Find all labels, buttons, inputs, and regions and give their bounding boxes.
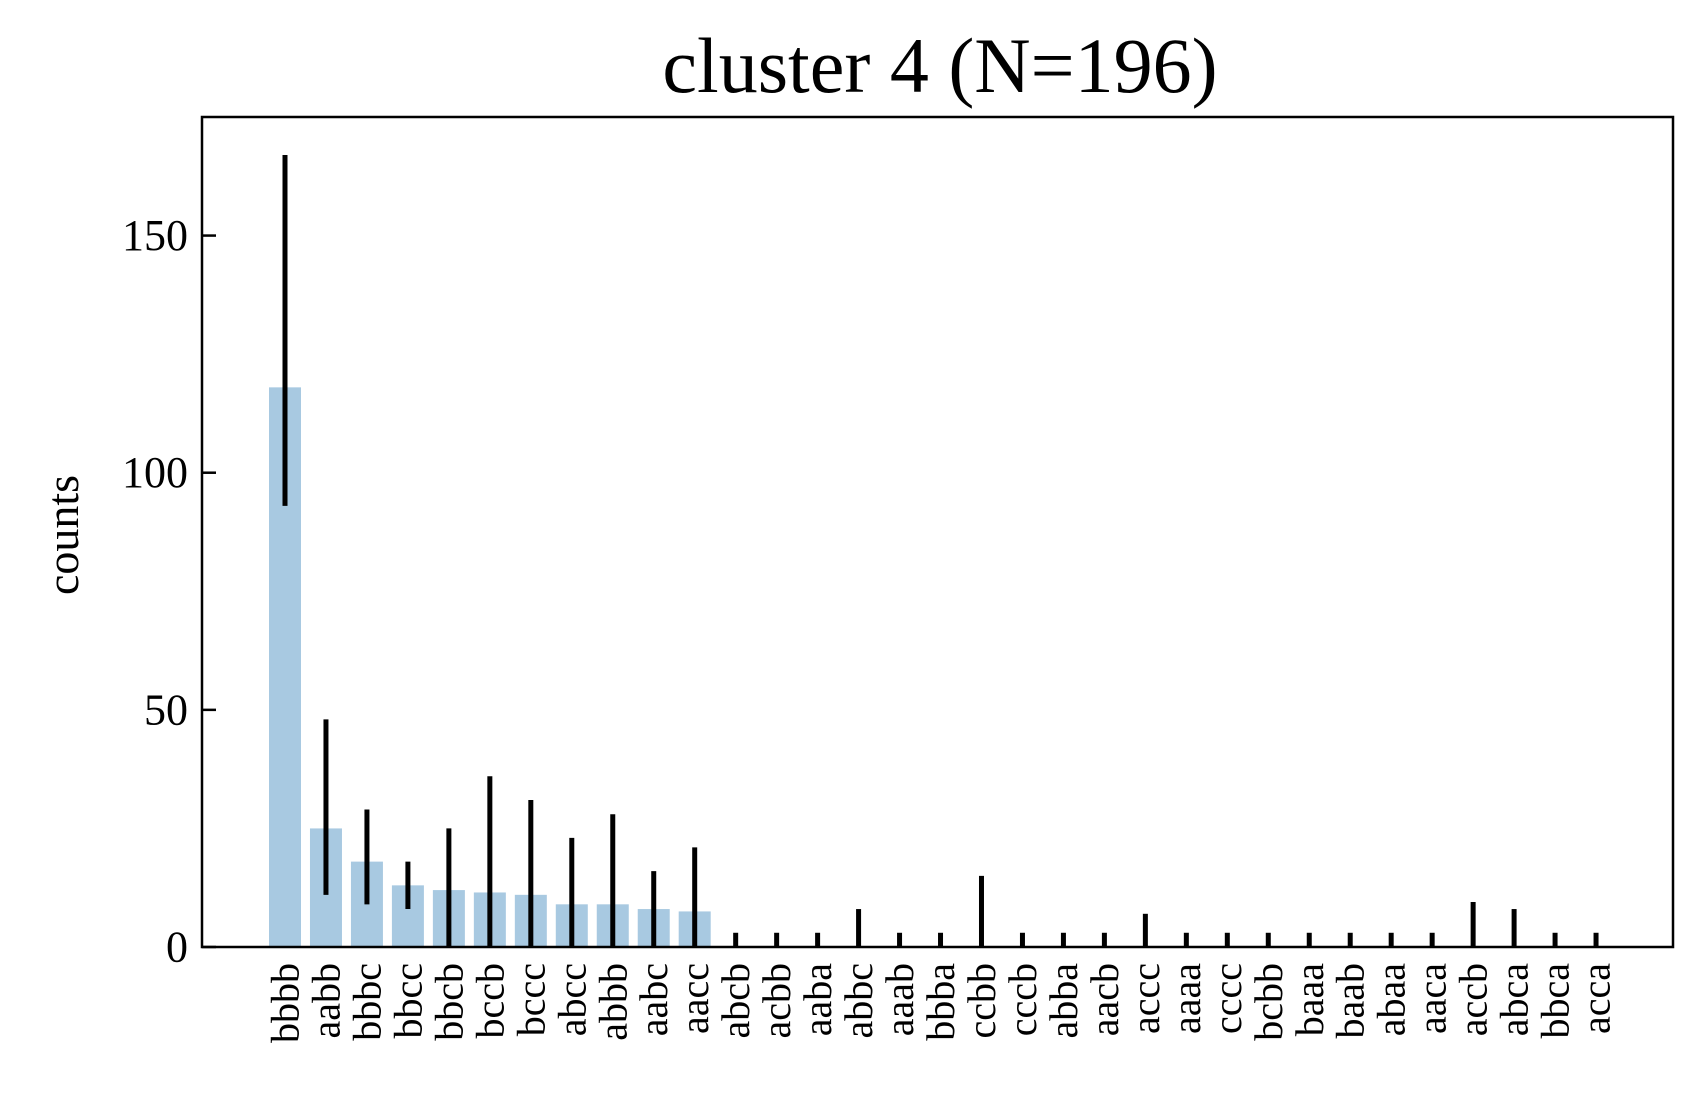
- x-tick-label: accb: [1451, 963, 1496, 1036]
- x-axis: bbbbaabbbbbcbbccbbcbbccbbcccabccabbbaabc…: [263, 963, 1619, 1043]
- x-tick-label: aabc: [631, 963, 676, 1036]
- y-tick-label: 150: [122, 211, 188, 260]
- x-tick-label: bccb: [467, 963, 512, 1039]
- x-tick-label: bcbb: [1246, 963, 1291, 1041]
- error-bars-group: [282, 154, 1599, 947]
- x-tick-label: aacc: [672, 963, 717, 1034]
- x-tick-label: bccc: [508, 963, 553, 1036]
- x-tick-label: abcc: [549, 963, 594, 1036]
- x-tick-label: bbbc: [344, 963, 389, 1041]
- y-tick-label: 100: [122, 448, 188, 497]
- x-tick-label: aaab: [877, 963, 922, 1036]
- x-tick-label: bbba: [918, 963, 963, 1041]
- x-tick-label: accc: [1123, 963, 1168, 1034]
- x-tick-label: aaca: [1410, 963, 1455, 1034]
- x-tick-label: cccc: [1205, 963, 1250, 1034]
- x-tick-label: bbca: [1533, 963, 1578, 1039]
- x-tick-label: aaaa: [1164, 963, 1209, 1034]
- x-tick-label: aaba: [795, 963, 840, 1037]
- x-tick-label: ccbb: [959, 963, 1004, 1039]
- x-tick-label: abaa: [1369, 963, 1414, 1037]
- x-tick-label: abba: [1041, 963, 1086, 1039]
- x-tick-label: abca: [1492, 963, 1537, 1037]
- x-tick-label: bbcc: [385, 963, 430, 1039]
- x-tick-label: bbbb: [263, 963, 308, 1043]
- x-tick-label: aacb: [1082, 963, 1127, 1036]
- x-tick-label: abbb: [590, 963, 635, 1041]
- y-tick-label: 50: [144, 685, 188, 734]
- y-axis-label: counts: [37, 475, 88, 595]
- x-tick-label: baaa: [1287, 963, 1332, 1037]
- y-tick-label: 0: [166, 923, 188, 972]
- y-axis: 0 50 100 150: [122, 211, 216, 972]
- x-tick-label: cccb: [1000, 963, 1045, 1036]
- x-tick-label: bbcb: [426, 963, 471, 1041]
- x-tick-label: acbb: [754, 963, 799, 1039]
- plot-frame: [200, 115, 1675, 949]
- x-tick-label: abbc: [836, 963, 881, 1039]
- x-tick-label: abcb: [713, 963, 758, 1039]
- x-tick-label: baab: [1328, 963, 1373, 1039]
- x-tick-label: aabb: [303, 963, 348, 1039]
- x-tick-label: acca: [1574, 963, 1619, 1034]
- chart-title: cluster 4 (N=196): [662, 22, 1217, 109]
